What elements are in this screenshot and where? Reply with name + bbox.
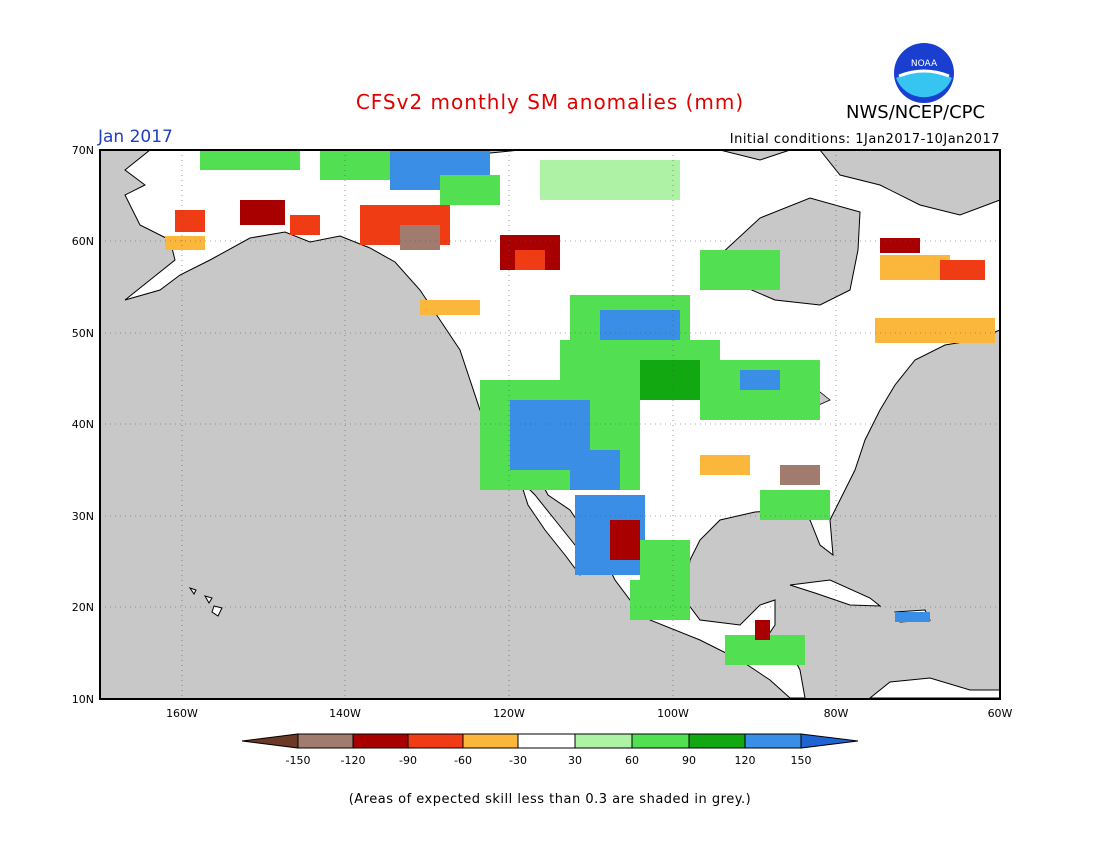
legend-swatch xyxy=(631,733,690,749)
lon-ticks: 160W 140W 120W 100W 80W 60W xyxy=(166,707,1012,720)
legend-swatch xyxy=(574,733,633,749)
lon-tick: 100W xyxy=(657,707,689,720)
legend-swatch xyxy=(744,733,802,749)
agency-label: NWS/NCEP/CPC xyxy=(846,102,986,123)
legend-label: 150 xyxy=(791,754,812,767)
lon-tick: 120W xyxy=(493,707,525,720)
legend-swatch xyxy=(462,733,519,749)
legend-label: 120 xyxy=(735,754,756,767)
legend-label: -90 xyxy=(399,754,417,767)
legend-swatch xyxy=(352,733,409,749)
lon-tick: 80W xyxy=(824,707,849,720)
footnote: (Areas of expected skill less than 0.3 a… xyxy=(348,792,752,807)
lat-tick: 60N xyxy=(72,235,94,248)
lat-tick: 70N xyxy=(72,144,94,157)
legend-label: -60 xyxy=(454,754,472,767)
legend-label: 30 xyxy=(568,754,582,767)
initial-conditions: Initial conditions: 1Jan2017-10Jan2017 xyxy=(729,132,1000,147)
hawaii-islands xyxy=(188,587,223,617)
legend-swatch xyxy=(297,733,354,749)
legend-label: -150 xyxy=(286,754,311,767)
anomaly-patches xyxy=(165,150,995,665)
lat-ticks: 70N 60N 50N 40N 30N 20N 10N xyxy=(72,144,94,706)
legend-swatch xyxy=(407,733,464,749)
lat-tick: 30N xyxy=(72,510,94,523)
legend-labels: -150 -120 -90 -60 -30 30 60 90 120 150 xyxy=(286,754,812,767)
month-label: Jan 2017 xyxy=(98,127,173,147)
lat-tick: 20N xyxy=(72,601,94,614)
legend-label: 60 xyxy=(625,754,639,767)
lat-tick: 10N xyxy=(72,693,94,706)
legend-swatch xyxy=(241,733,299,749)
map-frame xyxy=(99,149,1001,700)
graticule xyxy=(100,150,1000,699)
legend-label: -30 xyxy=(509,754,527,767)
legend-swatch xyxy=(800,733,859,749)
legend-label: 90 xyxy=(682,754,696,767)
lon-tick: 60W xyxy=(988,707,1013,720)
lon-tick: 160W xyxy=(166,707,198,720)
cuba-island xyxy=(789,579,882,607)
legend-bar xyxy=(241,733,859,749)
lon-tick: 140W xyxy=(329,707,361,720)
lat-tick: 50N xyxy=(72,327,94,340)
map-figure: 70N 60N 50N 40N 30N 20N 10N 160W 140W 12… xyxy=(72,144,1013,767)
legend-swatch xyxy=(517,733,576,749)
logo-text: NOAA xyxy=(911,59,938,69)
legend-swatch xyxy=(688,733,746,749)
noaa-logo: NOAA xyxy=(893,42,955,104)
lat-tick: 40N xyxy=(72,418,94,431)
legend-label: -120 xyxy=(341,754,366,767)
chart-title: CFSv2 monthly SM anomalies (mm) xyxy=(355,90,745,114)
